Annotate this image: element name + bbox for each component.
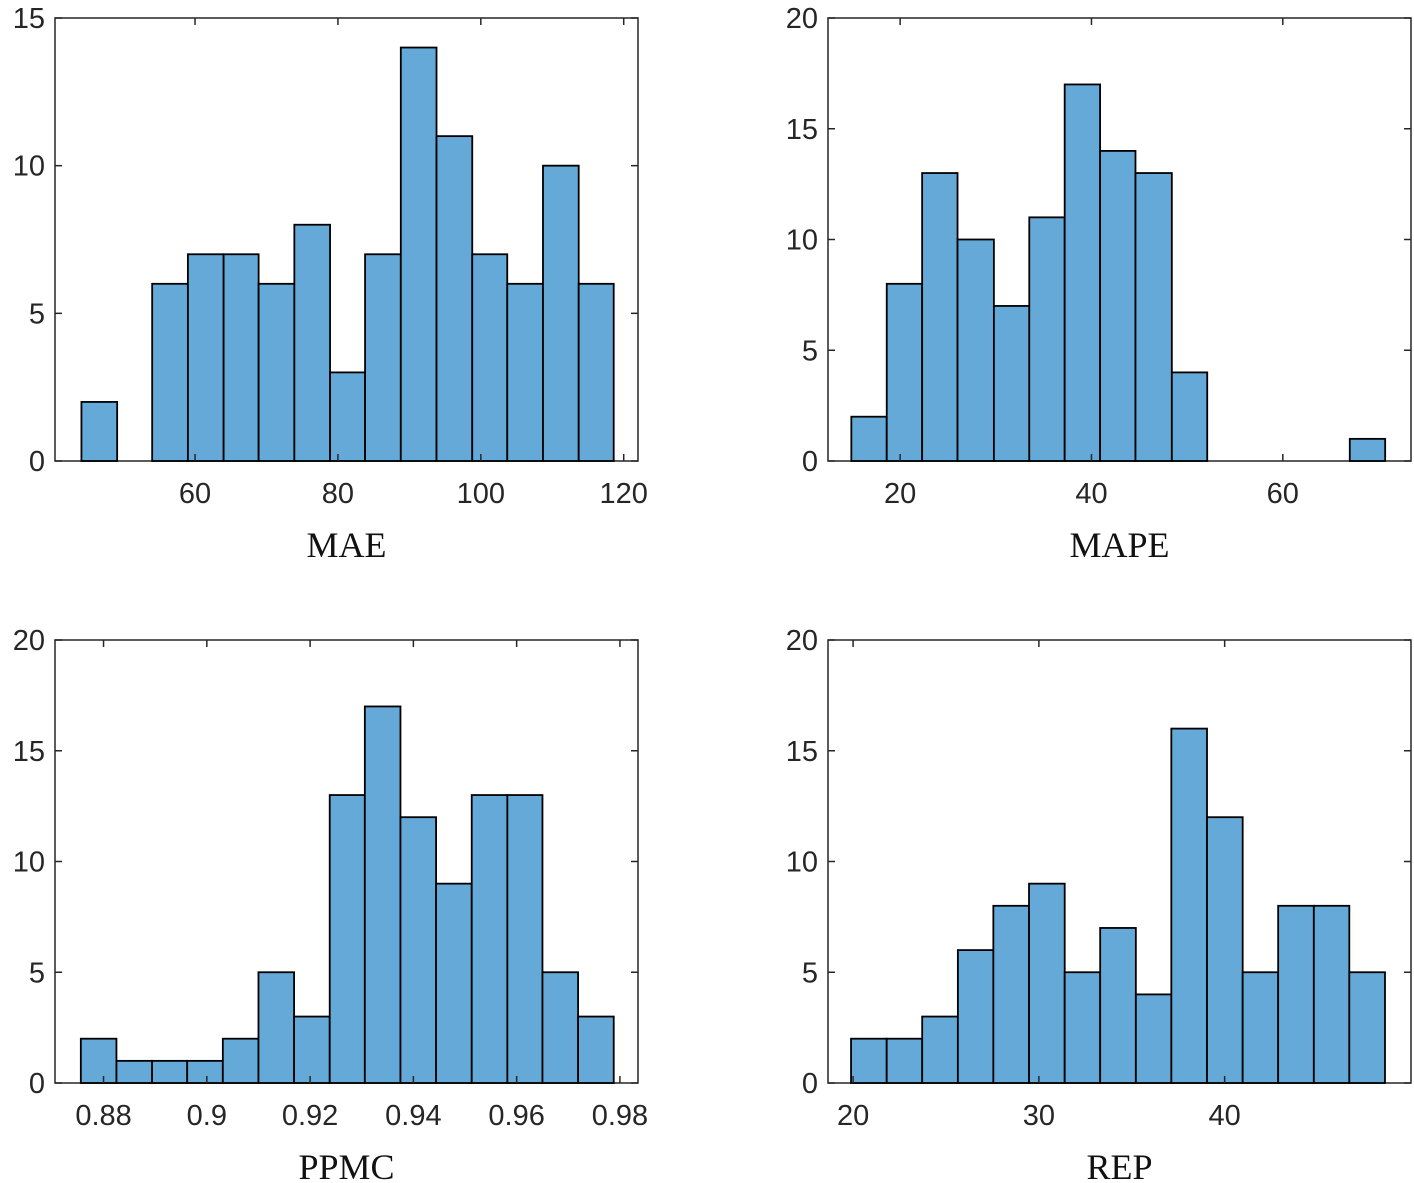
y-tick-label: 0 [802,1068,818,1100]
x-axis-label: MAE [307,525,387,565]
x-tick-label: 60 [179,478,211,510]
x-tick-label: 120 [600,478,648,510]
bar [257,282,296,462]
bar [541,971,579,1084]
bar [850,415,888,462]
bar [1312,904,1351,1084]
bar [399,46,438,462]
bar [79,1037,118,1084]
y-tick-label: 15 [786,114,818,146]
x-tick-label: 0.92 [282,1100,338,1132]
bar [329,371,366,462]
bar [222,253,260,462]
y-tick-label: 5 [802,335,818,367]
y-tick-label: 20 [13,625,45,657]
bar [1134,172,1173,462]
bar [921,172,959,462]
y-tick-label: 0 [29,446,45,478]
bar [885,282,924,462]
bar [293,223,331,462]
bar [1206,816,1244,1084]
bar [1099,149,1137,462]
bar [921,1015,959,1084]
bar [956,238,995,462]
bar [186,253,225,462]
bar [221,1037,260,1084]
y-tick-label: 5 [802,957,818,989]
y-tick-label: 15 [786,736,818,768]
y-tick-label: 10 [786,225,818,257]
y-tick-label: 15 [13,736,45,768]
x-axis-label: MAPE [1069,525,1169,565]
bar [1348,437,1387,462]
bar [506,794,544,1084]
bar [328,794,366,1084]
bar [257,971,295,1084]
bar [115,1059,153,1084]
bar [1028,216,1066,462]
bar [435,882,473,1084]
bar [364,253,402,462]
x-axis-label: PPMC [298,1147,394,1183]
bar [850,1037,888,1084]
bar [435,135,474,462]
bar [1099,927,1137,1084]
bar [1170,727,1208,1084]
bar [577,1015,615,1084]
x-tick-label: 0.9 [187,1100,227,1132]
y-tick-label: 10 [13,151,45,183]
x-tick-label: 0.88 [75,1100,131,1132]
bar [956,949,995,1084]
bar [1170,371,1209,462]
x-axis-label: REP [1086,1147,1152,1183]
x-tick-label: 100 [457,478,505,510]
bar [363,705,402,1084]
bar [470,794,509,1084]
bar [1277,904,1315,1084]
x-tick-label: 40 [1075,478,1107,510]
bar [1028,882,1066,1084]
bar [577,282,615,462]
x-tick-label: 0.94 [385,1100,441,1132]
bar [992,904,1030,1084]
x-tick-label: 20 [837,1100,869,1132]
bar [506,282,544,462]
x-tick-label: 80 [322,478,354,510]
y-tick-label: 15 [13,3,45,35]
y-tick-label: 20 [786,3,818,35]
bar [1063,971,1102,1084]
bar [542,164,580,462]
x-tick-label: 20 [884,478,916,510]
x-tick-label: 30 [1023,1100,1055,1132]
y-tick-label: 0 [29,1068,45,1100]
bar [293,1015,331,1084]
bar [1348,971,1386,1084]
x-tick-label: 0.96 [488,1100,544,1132]
x-tick-label: 40 [1209,1100,1241,1132]
bar [399,816,437,1084]
bar [885,1037,924,1084]
y-tick-label: 10 [786,847,818,879]
bar [151,282,189,462]
y-tick-label: 10 [13,847,45,879]
y-tick-label: 5 [29,957,45,989]
bar [186,1059,224,1084]
bar [1241,971,1280,1084]
x-tick-label: 60 [1267,478,1299,510]
bar [471,253,509,462]
bar [151,1059,189,1084]
y-tick-label: 5 [29,298,45,330]
y-tick-label: 20 [786,625,818,657]
bar [80,401,119,462]
x-tick-label: 0.98 [592,1100,648,1132]
bar [1134,993,1173,1084]
bar [992,305,1031,462]
bar [1063,83,1101,462]
y-tick-label: 0 [802,446,818,478]
